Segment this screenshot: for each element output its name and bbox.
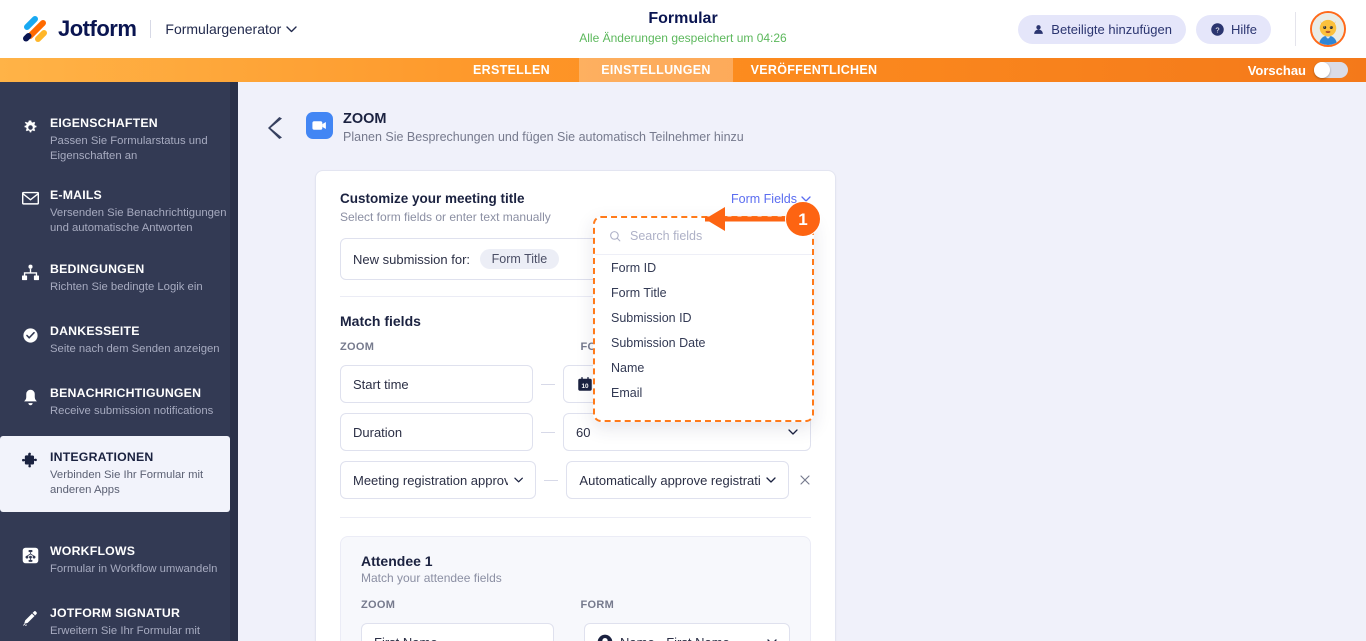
- svg-text:1: 1: [798, 210, 807, 229]
- svg-text:?: ?: [1215, 25, 1219, 34]
- svg-text:10: 10: [581, 383, 589, 390]
